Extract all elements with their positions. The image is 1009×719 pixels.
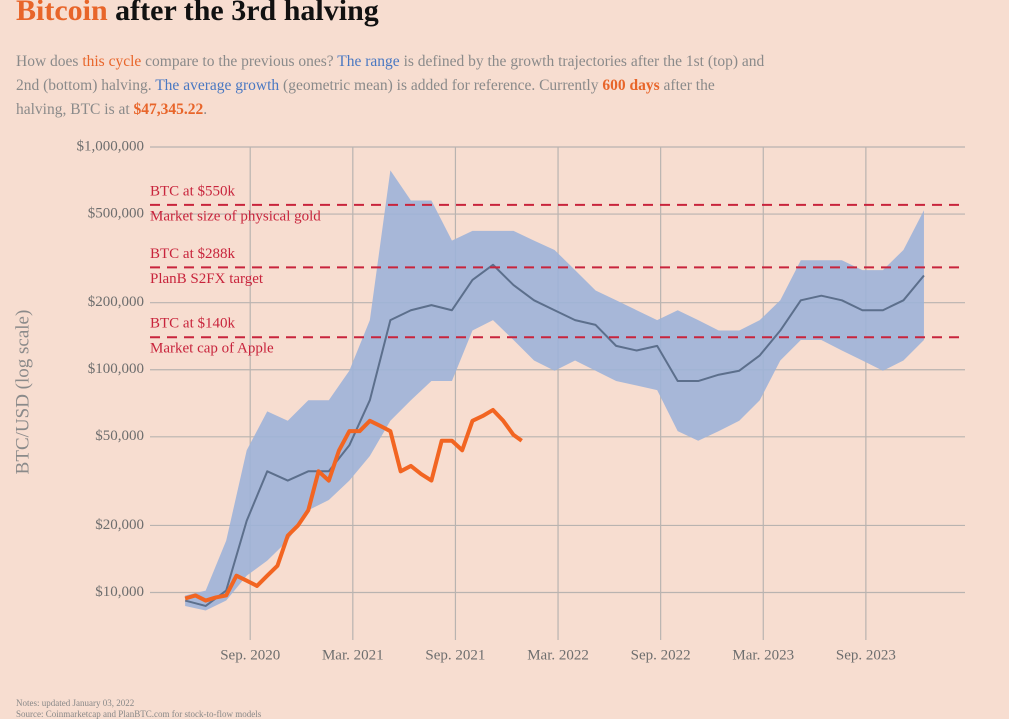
subtitle-segment: is defined by the growth trajectories af…	[16, 53, 769, 94]
x-tick-label: Mar. 2021	[322, 647, 384, 663]
subtitle-segment: How does	[16, 53, 83, 70]
title-highlight: Bitcoin	[16, 0, 108, 27]
x-tick-label: Sep. 2022	[631, 647, 691, 663]
subtitle-segment: $47,345.22	[133, 101, 204, 118]
reference-note: Market size of physical gold	[150, 208, 321, 224]
series-line	[184, 407, 523, 603]
subtitle-segment: The average growth	[155, 77, 280, 94]
x-tick-label: Sep. 2020	[220, 647, 280, 663]
y-axis-label: BTC/USD (log scale)	[12, 310, 33, 475]
y-tick-label: $500,000	[88, 205, 144, 221]
subtitle-segment: this cycle	[82, 53, 142, 70]
subtitle-segment: 600 days	[602, 77, 660, 94]
reference-label: BTC at $140k	[150, 316, 235, 332]
subtitle-segment: The range	[337, 53, 400, 70]
title-rest: after the 3rd halving	[115, 0, 379, 27]
reference-label: BTC at $550k	[150, 183, 235, 199]
y-tick-label: $1,000,000	[77, 138, 145, 154]
y-tick-label: $100,000	[88, 361, 144, 377]
footnote: Notes: updated January 03, 2022	[16, 698, 134, 708]
footnote: Source: Coinmarketcap and PlanBTC.com fo…	[16, 709, 262, 719]
subtitle-segment: after the halving, BTC is at	[16, 77, 719, 118]
x-tick-label: Mar. 2023	[732, 647, 794, 663]
reference-label: BTC at $288k	[150, 246, 235, 262]
subtitle: How does this cycle compare to the previ…	[16, 50, 766, 122]
chart-title: Bitcoin after the 3rd halving	[16, 0, 379, 28]
x-tick-label: Sep. 2021	[425, 647, 485, 663]
y-tick-label: $200,000	[88, 294, 144, 310]
subtitle-segment: (geometric mean) is added for reference.…	[279, 77, 603, 94]
y-tick-label: $20,000	[95, 517, 144, 533]
reference-note: PlanB S2FX target	[150, 271, 264, 287]
subtitle-segment: compare to the previous ones?	[141, 53, 338, 70]
reference-note: Market cap of Apple	[150, 341, 274, 357]
series-line	[184, 263, 925, 607]
x-tick-label: Sep. 2023	[836, 647, 896, 663]
range-band	[185, 170, 924, 611]
y-tick-label: $50,000	[95, 428, 144, 444]
x-tick-label: Mar. 2022	[527, 647, 589, 663]
y-tick-label: $10,000	[95, 584, 144, 600]
subtitle-segment: .	[203, 101, 208, 118]
